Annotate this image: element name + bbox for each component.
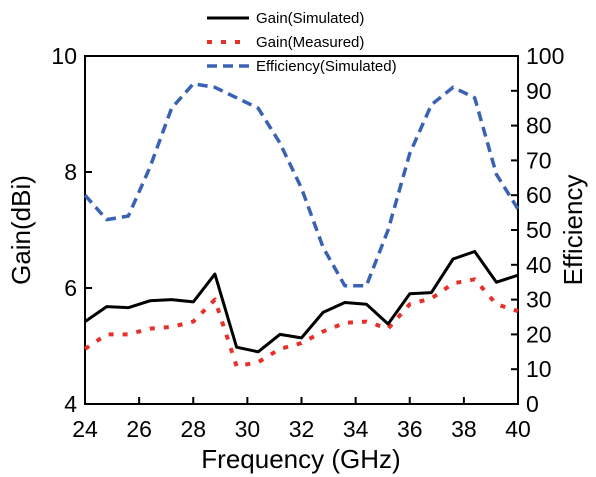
legend: Gain(Simulated) Gain(Measured) Efficienc…: [207, 10, 397, 75]
y-right-tick-label: 30: [526, 287, 552, 313]
tick-layer: 24 26 28 30 32 34 36 38 404681001020304050607080…: [51, 43, 564, 442]
x-tick-label: 34: [343, 416, 369, 442]
y-left-tick-label: 4: [64, 391, 77, 417]
x-tick-label: 32: [289, 416, 315, 442]
x-tick-label: 28: [180, 416, 206, 442]
x-tick-label: 26: [126, 416, 152, 442]
series-line-efficiency-simulated: [83, 82, 520, 288]
x-tick-label: 24: [72, 416, 98, 442]
series-line-gain-simulated: [84, 250, 519, 354]
y-right-tick-label: 40: [526, 252, 552, 278]
y-axis-left-title: Gain(dBi): [6, 175, 36, 285]
x-tick-label: 40: [505, 416, 531, 442]
y-right-tick-label: 100: [526, 43, 564, 69]
series-layer: [83, 82, 520, 369]
y-right-tick-label: 0: [526, 391, 539, 417]
y-right-tick-label: 90: [526, 78, 552, 104]
y-right-tick-label: 80: [526, 113, 552, 139]
y-left-tick-label: 10: [51, 43, 77, 69]
legend-label-gain-measured: Gain(Measured): [256, 34, 364, 51]
y-right-tick-label: 20: [526, 321, 552, 347]
y-left-tick-label: 8: [64, 159, 77, 185]
y-right-tick-label: 60: [526, 182, 552, 208]
legend-label-gain-simulated: Gain(Simulated): [256, 10, 364, 27]
y-right-tick-label: 70: [526, 147, 552, 173]
plot-frame: [84, 55, 519, 405]
y-right-tick-label: 50: [526, 217, 552, 243]
y-right-tick-label: 10: [526, 356, 552, 382]
y-left-tick-label: 6: [64, 275, 77, 301]
x-tick-label: 30: [235, 416, 261, 442]
legend-label-efficiency-simulated: Efficiency(Simulated): [256, 58, 397, 75]
x-tick-label: 36: [397, 416, 423, 442]
x-axis-title: Frequency (GHz): [201, 444, 400, 474]
x-tick-label: 38: [451, 416, 477, 442]
y-axis-right-title: Efficiency: [558, 175, 588, 286]
series-line-gain-measured: [83, 277, 519, 369]
